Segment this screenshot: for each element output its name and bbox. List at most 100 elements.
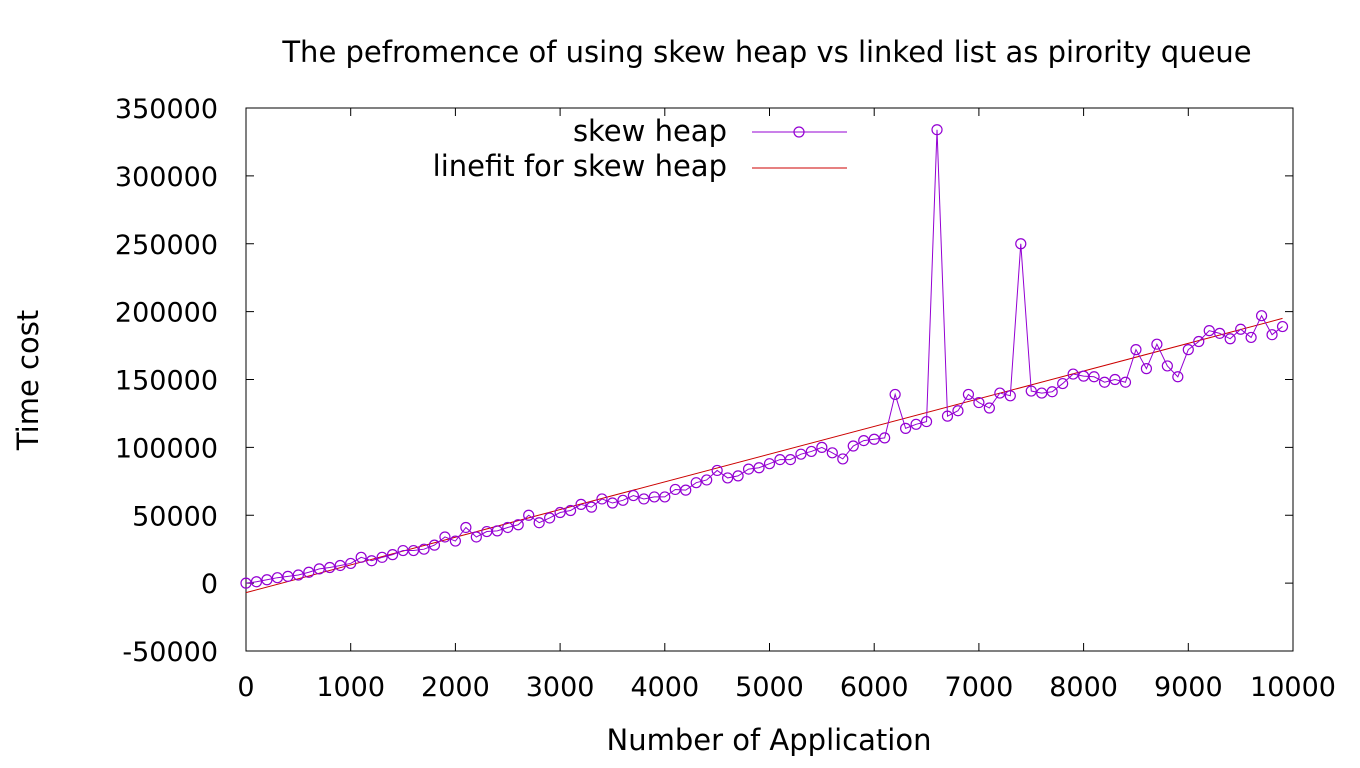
data-point-skew-heap — [941, 410, 954, 422]
data-point-skew-heap — [1088, 371, 1100, 383]
y-tick-label: 350000 — [115, 94, 218, 125]
data-point-skew-heap — [1015, 238, 1027, 250]
data-point-skew-heap — [784, 453, 797, 466]
data-point-skew-heap — [324, 561, 336, 574]
data-point-skew-heap — [1036, 387, 1048, 399]
data-point-skew-heap — [868, 433, 880, 445]
data-point-skew-heap — [523, 509, 535, 521]
data-point-skew-heap — [606, 497, 619, 509]
data-point-skew-heap — [763, 458, 776, 470]
chart-title: The pefromence of using skew heap vs lin… — [281, 35, 1251, 69]
data-point-skew-heap — [795, 448, 807, 460]
data-point-skew-heap — [1057, 377, 1069, 390]
data-point-skew-heap — [292, 569, 304, 581]
data-point-skew-heap — [1109, 373, 1121, 386]
data-point-skew-heap — [491, 525, 503, 537]
data-point-skew-heap — [282, 570, 294, 582]
data-point-skew-heap — [753, 462, 765, 474]
legend: skew heap linefit for skew heap — [433, 114, 847, 183]
data-point-skew-heap — [1119, 376, 1132, 388]
data-point-skew-heap — [512, 519, 524, 531]
x-tick-label: 8000 — [1049, 672, 1118, 703]
data-point-skew-heap — [900, 422, 912, 434]
y-tick-label: 300000 — [115, 162, 218, 193]
data-point-skew-heap — [502, 521, 514, 534]
x-tick-label: 4000 — [630, 672, 699, 703]
x-tick-label: 9000 — [1154, 672, 1223, 703]
data-point-skew-heap — [659, 491, 671, 503]
data-point-skew-heap — [596, 493, 608, 505]
plot-frame — [245, 107, 1294, 652]
data-point-skew-heap — [439, 531, 451, 543]
x-axis-title: Number of Application — [607, 723, 932, 757]
data-point-skew-heap — [334, 559, 346, 572]
data-point-skew-heap — [1182, 344, 1194, 356]
data-point-skew-heap — [910, 418, 922, 430]
x-tick-label: 7000 — [945, 672, 1014, 703]
data-point-skew-heap — [722, 472, 734, 484]
legend-label-skew-heap: skew heap — [573, 114, 727, 148]
x-tick-label: 2000 — [421, 672, 490, 703]
data-point-skew-heap — [1203, 325, 1215, 337]
y-tick-label: -50000 — [122, 637, 218, 668]
data-point-skew-heap — [1046, 386, 1058, 398]
data-point-skew-heap — [303, 566, 315, 578]
data-point-skew-heap — [889, 388, 901, 401]
data-point-skew-heap — [847, 440, 859, 452]
data-point-skew-heap — [1266, 329, 1278, 341]
data-point-skew-heap — [386, 549, 399, 561]
data-point-skew-heap — [575, 498, 587, 510]
legend-label-linefit: linefit for skew heap — [433, 149, 727, 183]
series-layer — [240, 124, 1289, 594]
y-tick-label: 100000 — [115, 433, 218, 464]
data-point-skew-heap — [1140, 363, 1153, 375]
data-point-skew-heap — [376, 551, 388, 563]
data-point-skew-heap — [1098, 376, 1111, 388]
data-point-skew-heap — [805, 445, 817, 458]
data-point-skew-heap — [470, 531, 482, 543]
data-point-skew-heap — [554, 506, 566, 519]
data-point-skew-heap — [952, 405, 964, 417]
data-point-skew-heap — [544, 512, 556, 524]
data-point-skew-heap — [1193, 335, 1205, 348]
data-point-skew-heap — [1255, 310, 1268, 322]
data-point-skew-heap — [983, 402, 995, 414]
data-point-skew-heap — [240, 577, 252, 589]
data-point-skew-heap — [1067, 368, 1079, 380]
y-tick-label: 200000 — [115, 298, 218, 329]
data-point-skew-heap — [250, 576, 263, 588]
y-axis-title: Time cost — [11, 310, 45, 451]
data-point-skew-heap — [680, 484, 692, 496]
data-point-skew-heap — [1025, 385, 1037, 397]
data-point-skew-heap — [460, 521, 472, 534]
data-point-skew-heap — [617, 494, 629, 506]
data-point-skew-heap — [1161, 360, 1173, 372]
data-point-skew-heap — [449, 535, 461, 547]
series-line-linefit — [245, 317, 1283, 594]
data-point-skew-heap — [271, 572, 284, 584]
data-point-skew-heap — [564, 504, 577, 517]
data-point-skew-heap — [627, 489, 639, 502]
data-point-skew-heap — [732, 470, 744, 482]
data-point-skew-heap — [1245, 331, 1257, 344]
data-point-skew-heap — [711, 464, 723, 477]
data-point-skew-heap — [920, 415, 933, 428]
data-point-skew-heap — [585, 501, 598, 513]
data-point-skew-heap — [638, 493, 650, 505]
data-point-skew-heap — [1276, 320, 1289, 333]
data-point-skew-heap — [858, 434, 870, 447]
data-point-skew-heap — [366, 555, 378, 567]
x-tick-label: 3000 — [526, 672, 595, 703]
data-point-skew-heap — [1235, 323, 1247, 335]
data-point-skew-heap — [1130, 344, 1142, 356]
data-point-skew-heap — [701, 474, 713, 486]
data-point-skew-heap — [261, 574, 273, 586]
y-axis-ticks: -50000 0 50000 100000 150000 200000 250000 3000… — [115, 94, 1293, 668]
data-point-skew-heap — [690, 477, 702, 489]
x-tick-label: 10000 — [1250, 672, 1336, 703]
data-point-skew-heap — [994, 387, 1006, 399]
data-point-skew-heap — [1172, 371, 1184, 383]
data-point-skew-heap — [837, 453, 849, 465]
data-point-skew-heap — [879, 432, 891, 444]
